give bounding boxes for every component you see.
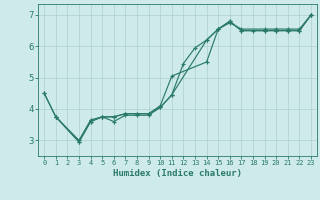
X-axis label: Humidex (Indice chaleur): Humidex (Indice chaleur) [113,169,242,178]
